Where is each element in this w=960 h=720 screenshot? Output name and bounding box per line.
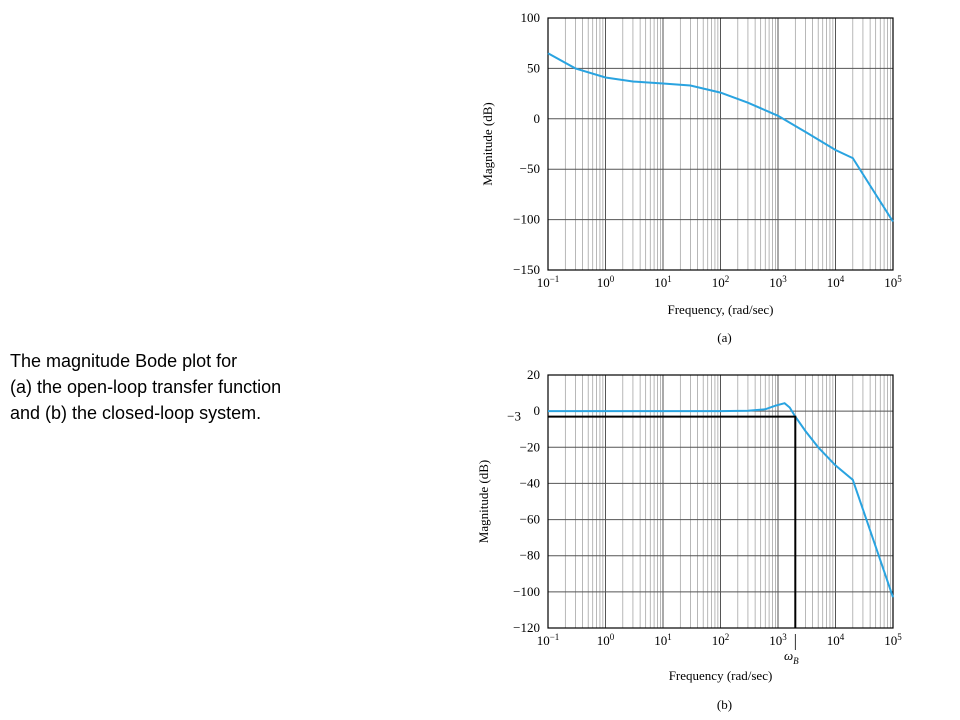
y-tick-label: −150 [513,262,540,277]
x-tick-exponent: 5 [897,632,902,642]
x-tick-label: 105 [884,274,902,290]
caption-line: The magnitude Bode plot for [10,351,238,371]
x-tick-label: 103 [769,274,787,290]
y-tick-label: −100 [513,584,540,599]
x-tick-label: 101 [654,632,672,648]
x-tick-base: 10 [654,633,667,648]
x-tick-exponent: 1 [667,274,672,284]
x-tick-label: 10−1 [537,632,560,648]
data-line [547,52,894,223]
omega-b-symbol: ω [784,648,793,663]
y-tick-label: 20 [527,367,540,382]
x-tick-exponent: −1 [550,632,560,642]
x-tick-exponent: 5 [897,274,902,284]
x-tick-label: 102 [712,632,730,648]
omega-b-label: ωB [784,648,799,666]
y-tick-label: 50 [527,60,540,75]
x-tick-base: 10 [654,275,667,290]
y-tick-label: 0 [534,403,541,418]
y-axis-label: Magnitude (dB) [476,460,491,543]
caption: The magnitude Bode plot for (a) the open… [10,348,281,426]
x-axis-label: Frequency (rad/sec) [669,668,773,683]
x-tick-base: 10 [827,275,840,290]
omega-b-subscript: B [793,656,799,666]
x-tick-base: 10 [769,633,782,648]
x-tick-label: 104 [827,632,845,648]
plot-frame [547,17,894,271]
x-tick-base: 10 [712,633,725,648]
x-tick-label: 103 [769,632,787,648]
plot-frame [547,374,894,629]
caption-line: (a) the open-loop transfer function [10,377,282,397]
x-tick-base: 10 [597,633,610,648]
x-tick-base: 10 [597,275,610,290]
x-tick-exponent: 0 [610,274,615,284]
x-tick-exponent: 3 [782,274,787,284]
x-tick-exponent: 1 [667,632,672,642]
x-tick-label: 100 [597,632,615,648]
y-tick-label: −60 [520,512,540,527]
caption-line: and (b) the closed-loop system. [10,403,262,423]
panel-label: (b) [717,697,732,712]
x-tick-exponent: 4 [840,632,845,642]
y-tick-label: −40 [520,475,540,490]
y-axis-label: Magnitude (dB) [480,102,495,185]
y-tick-label: 100 [521,10,541,25]
x-tick-label: 101 [654,274,672,290]
x-tick-base: 10 [537,275,550,290]
marker-y-label: −3 [507,409,521,424]
y-tick-label: −120 [513,620,540,635]
x-tick-base: 10 [537,633,550,648]
x-tick-exponent: 3 [782,632,787,642]
x-tick-label: 105 [884,632,902,648]
x-tick-exponent: 2 [725,632,730,642]
x-tick-base: 10 [769,275,782,290]
x-tick-exponent: −1 [550,274,560,284]
x-tick-base: 10 [884,275,897,290]
x-axis-label: Frequency, (rad/sec) [668,302,774,317]
y-tick-label: −20 [520,439,540,454]
y-tick-label: 0 [534,111,541,126]
x-tick-label: 10−1 [537,274,560,290]
x-tick-label: 100 [597,274,615,290]
x-tick-label: 102 [712,274,730,290]
y-tick-label: −80 [520,548,540,563]
x-tick-base: 10 [884,633,897,648]
y-tick-label: −50 [520,161,540,176]
data-line [548,402,894,598]
x-tick-label: 104 [827,274,845,290]
x-tick-exponent: 4 [840,274,845,284]
x-tick-exponent: 0 [610,632,615,642]
bandwidth-line [548,415,797,628]
x-tick-base: 10 [827,633,840,648]
x-tick-base: 10 [712,275,725,290]
x-tick-exponent: 2 [725,274,730,284]
panel-label: (a) [717,330,731,345]
y-tick-label: −100 [513,212,540,227]
